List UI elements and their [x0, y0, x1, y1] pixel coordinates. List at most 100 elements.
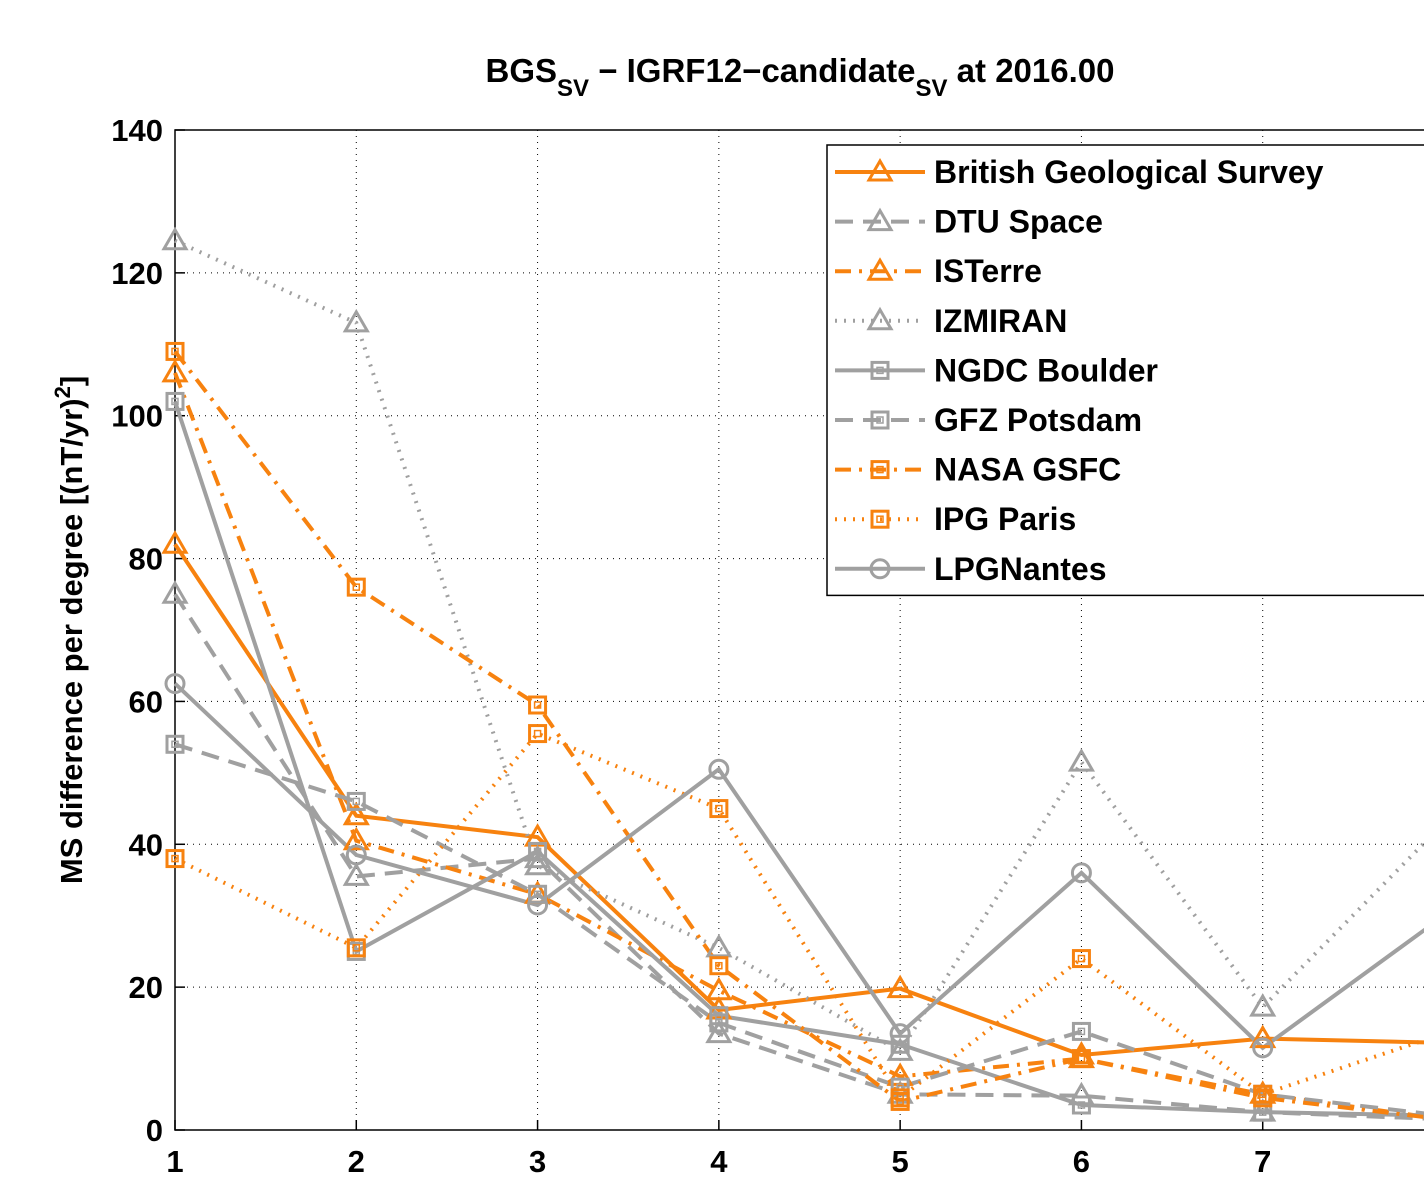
- marker-inner: [715, 804, 723, 813]
- y-tick-label: 80: [129, 542, 163, 577]
- y-tick-label: 40: [129, 827, 163, 862]
- marker: [165, 734, 185, 754]
- y-tick-label: 20: [129, 970, 163, 1005]
- marker: [342, 862, 370, 886]
- marker-inner: [715, 1019, 723, 1027]
- marker: [1071, 1021, 1091, 1041]
- legend-label: GFZ Potsdam: [934, 402, 1142, 438]
- y-label-part: MS difference per degree [(nT/yr): [54, 398, 89, 884]
- chart-title: BGSSV − IGRF12−candidateSV at 2016.00: [486, 52, 1115, 102]
- legend-label: LPGNantes: [934, 551, 1106, 587]
- marker: [345, 844, 367, 866]
- marker: [1253, 1102, 1273, 1122]
- marker: [528, 695, 548, 715]
- marker-inner: [715, 961, 723, 970]
- y-tick-label: 60: [129, 684, 163, 719]
- marker: [1253, 1084, 1273, 1104]
- legend-marker-inner: [876, 515, 884, 523]
- marker-inner: [1077, 1054, 1086, 1063]
- marker: [1252, 1037, 1274, 1059]
- series-line: [173, 543, 1424, 1058]
- series-line: [174, 731, 1424, 1101]
- legend-marker: [866, 306, 894, 331]
- marker: [890, 1088, 910, 1108]
- marker-inner: [533, 847, 542, 856]
- marker-inner: [171, 347, 179, 356]
- marker: [342, 308, 370, 333]
- marker-inner: [171, 854, 179, 863]
- marker-inner: [352, 797, 361, 806]
- series-line: [174, 238, 1424, 1055]
- marker: [342, 826, 370, 851]
- title-part: − IGRF12−candidate: [589, 52, 915, 89]
- legend-label: IPG Paris: [934, 501, 1076, 537]
- marker-inner: [533, 729, 542, 738]
- title-part: SV: [916, 75, 948, 102]
- title-part: SV: [557, 75, 589, 102]
- y-axis-label: MS difference per degree [(nT/yr)2]: [50, 376, 89, 884]
- marker-inner: [1258, 1108, 1267, 1116]
- marker: [705, 976, 733, 1001]
- y-label-part: 2: [50, 386, 75, 398]
- legend-marker: [870, 410, 890, 430]
- x-tick-label: 5: [892, 1144, 909, 1179]
- marker: [705, 933, 733, 958]
- x-tick-label: 3: [529, 1144, 546, 1179]
- y-label-part: ]: [54, 376, 89, 386]
- marker-inner: [352, 944, 361, 952]
- x-tick-label: 4: [710, 1144, 728, 1179]
- legend-marker: [866, 257, 894, 281]
- marker-inner: [1077, 1027, 1086, 1036]
- y-tick-label: 140: [111, 113, 163, 148]
- marker: [342, 801, 370, 826]
- marker: [164, 673, 186, 695]
- y-tick-label: 120: [111, 256, 163, 291]
- legend-label: DTU Space: [934, 204, 1103, 240]
- x-tick-label: 7: [1254, 1144, 1271, 1179]
- legend-label: ISTerre: [934, 253, 1042, 289]
- marker: [1071, 949, 1091, 969]
- legend-marker: [870, 460, 890, 480]
- marker: [1071, 1049, 1091, 1069]
- marker: [1067, 748, 1096, 772]
- marker-inner: [1077, 954, 1086, 963]
- series-line: [173, 682, 1424, 1051]
- marker: [346, 938, 366, 958]
- marker: [528, 884, 548, 904]
- legend-marker: [870, 360, 890, 380]
- legend-label: NGDC Boulder: [934, 352, 1158, 388]
- legend-box: [826, 144, 1424, 597]
- marker: [165, 341, 185, 361]
- legend-marker-inner: [876, 465, 884, 474]
- marker: [709, 799, 729, 819]
- marker: [889, 1023, 911, 1045]
- marker: [886, 1037, 914, 1061]
- legend-label: IZMIRAN: [934, 303, 1067, 339]
- marker: [165, 391, 185, 411]
- plot-frame: [174, 129, 1424, 1131]
- marker: [709, 956, 729, 976]
- x-tick-label: 2: [348, 1144, 365, 1179]
- marker-inner: [352, 583, 361, 591]
- title-part: BGS: [486, 52, 558, 89]
- marker: [1249, 1024, 1277, 1049]
- y-tick-label: 0: [146, 1113, 163, 1148]
- marker-inner: [1077, 1101, 1086, 1109]
- marker: [161, 358, 189, 383]
- legend-label: British Geological Survey: [934, 154, 1324, 190]
- marker: [1067, 1041, 1096, 1065]
- marker: [709, 1013, 729, 1033]
- legend-label: NASA GSFC: [934, 452, 1121, 488]
- marker: [161, 530, 189, 554]
- series-line: [174, 742, 1424, 1116]
- legend-marker: [869, 558, 891, 580]
- marker: [161, 226, 189, 251]
- marker: [523, 851, 552, 876]
- x-tick-label: 6: [1073, 1144, 1090, 1179]
- legend-marker-inner: [876, 366, 884, 375]
- marker: [346, 791, 366, 811]
- legend-marker: [870, 509, 890, 529]
- series-line: [173, 372, 1424, 1119]
